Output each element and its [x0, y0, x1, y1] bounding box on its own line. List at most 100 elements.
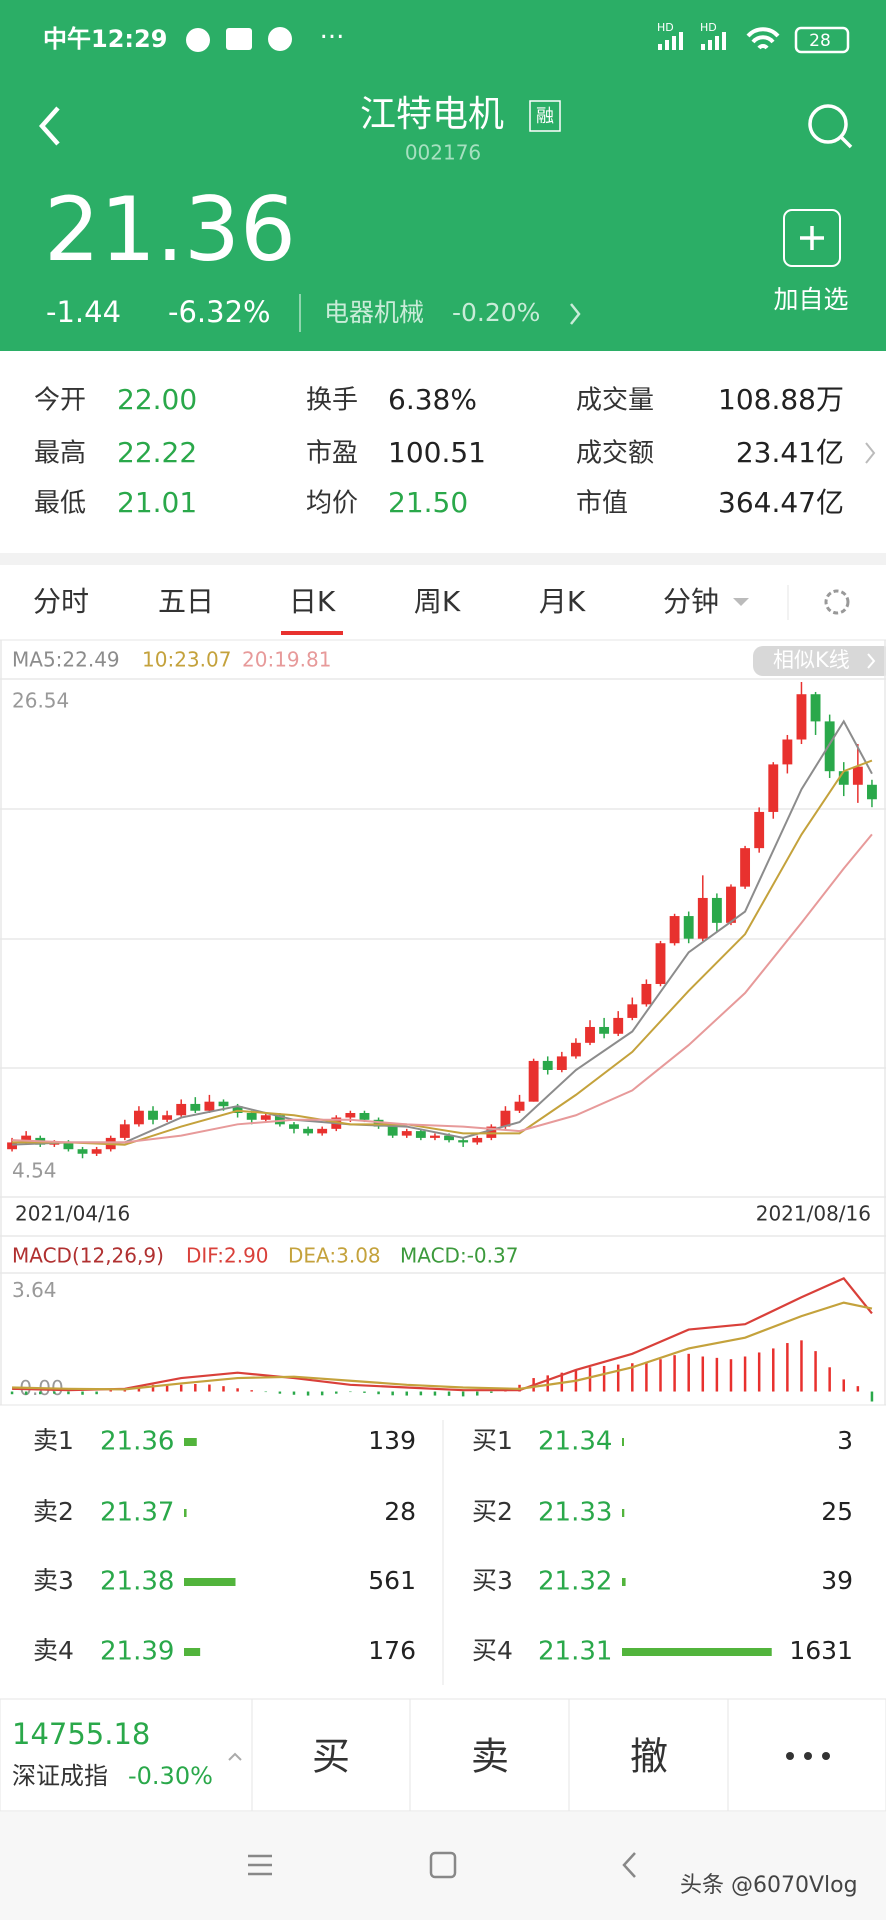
index-pct: -0.30% — [128, 1762, 213, 1790]
candle-body — [514, 1101, 525, 1111]
stat-value: 23.41亿 — [736, 436, 844, 469]
book-label: 买4 — [472, 1636, 513, 1665]
candle-body — [63, 1142, 74, 1150]
book-bar — [184, 1509, 187, 1517]
msg-icon — [226, 28, 252, 50]
settings-button[interactable] — [824, 589, 850, 615]
candle-body — [232, 1106, 243, 1113]
back-button[interactable] — [38, 106, 60, 146]
book-price: 21.31 — [538, 1637, 612, 1667]
stat-label: 成交量 — [576, 386, 654, 416]
candle-body — [782, 739, 793, 765]
book-label: 卖4 — [33, 1636, 74, 1665]
stat-label: 最低 — [34, 489, 86, 519]
tab[interactable]: 分时 — [33, 585, 89, 618]
candle-body — [162, 1115, 173, 1120]
stat-label: 市值 — [576, 489, 628, 519]
candle-body — [796, 694, 807, 740]
ma-legend: 10:23.07 — [142, 648, 231, 672]
candle-body — [289, 1124, 299, 1129]
candle-body — [641, 983, 652, 1005]
book-volume: 176 — [368, 1636, 416, 1665]
book-price: 21.34 — [538, 1427, 612, 1457]
tab[interactable]: 日K — [289, 585, 336, 618]
tab[interactable]: 五日 — [158, 585, 214, 618]
macd-legend: DEA:3.08 — [288, 1244, 381, 1268]
candle-body — [218, 1101, 229, 1107]
candle-body — [683, 916, 694, 939]
candle-body — [91, 1149, 102, 1154]
app-icon — [268, 27, 292, 51]
candle-body — [415, 1131, 426, 1138]
candle-body — [500, 1110, 511, 1127]
index-caret[interactable] — [228, 1752, 242, 1761]
price: 21.36 — [44, 178, 296, 281]
stat-value: 22.00 — [117, 383, 197, 416]
nav-back[interactable] — [622, 1852, 636, 1878]
macd-value: MACD:-0.37 — [400, 1244, 518, 1268]
book-price: 21.39 — [100, 1637, 174, 1667]
add-button[interactable] — [783, 209, 841, 267]
stats-arrow[interactable] — [865, 442, 876, 464]
more-button[interactable] — [786, 1752, 830, 1760]
search-button[interactable] — [808, 104, 848, 144]
stat-label: 今开 — [34, 386, 86, 416]
book-bar — [622, 1578, 626, 1586]
candle-body — [430, 1135, 440, 1138]
sector-arrow[interactable] — [570, 303, 581, 325]
candle-body — [528, 1060, 539, 1102]
candle-body — [387, 1126, 398, 1136]
trade-bar — [0, 1698, 886, 1812]
hd-label: HD — [700, 21, 717, 34]
ma-legend: 20:19.81 — [242, 648, 331, 672]
similar-button[interactable] — [753, 646, 886, 676]
candle-body — [754, 811, 765, 849]
book-bar — [622, 1648, 772, 1656]
book-label: 买2 — [472, 1497, 513, 1526]
candle-body — [599, 1026, 610, 1034]
sell-button[interactable]: 卖 — [471, 1735, 509, 1779]
candle-body — [359, 1112, 370, 1120]
book-label: 卖1 — [33, 1426, 74, 1455]
book-label: 卖2 — [33, 1497, 74, 1526]
tab[interactable]: 分钟 — [663, 585, 719, 618]
tab-underline — [281, 631, 343, 635]
book-price: 21.37 — [100, 1498, 174, 1528]
gap — [0, 553, 886, 565]
candle-body — [824, 721, 835, 772]
book-label: 买3 — [472, 1566, 513, 1595]
candle-body — [627, 1004, 638, 1018]
chart: 4.54 26.54 2021/04/16 2021/08/16 MA5:22.49 10… — [7, 648, 877, 1402]
tab[interactable]: 月K — [539, 585, 586, 618]
add-plus — [800, 226, 824, 250]
book-label: 卖3 — [33, 1566, 74, 1595]
book-label: 买1 — [472, 1426, 513, 1455]
index-value: 14755.18 — [12, 1717, 150, 1751]
candle-body — [21, 1135, 32, 1143]
candle-body — [570, 1042, 581, 1057]
add-label: 加自选 — [773, 285, 848, 314]
battery-level: 28 — [809, 31, 831, 51]
book-price: 21.32 — [538, 1567, 612, 1597]
stat-label: 均价 — [306, 489, 358, 519]
x-label: 2021/04/16 — [15, 1202, 130, 1226]
book-volume: 25 — [821, 1497, 853, 1526]
signal-icon — [701, 32, 726, 50]
candle-body — [669, 916, 680, 944]
macd-line — [12, 1277, 873, 1392]
buy-button[interactable]: 买 — [312, 1735, 350, 1779]
nav-home[interactable] — [429, 1851, 457, 1879]
macd-title: MACD(12,26,9) — [12, 1244, 164, 1268]
stat-label: 市盈 — [306, 439, 358, 469]
x-label: 2021/08/16 — [756, 1202, 871, 1226]
candle-body — [585, 1026, 595, 1043]
book-bar — [622, 1509, 625, 1517]
y-tick-label: 4.54 — [12, 1159, 57, 1183]
nav-menu[interactable] — [248, 1854, 272, 1876]
candle-body — [77, 1149, 88, 1154]
tab[interactable]: 周K — [414, 585, 461, 618]
cancel-button[interactable]: 撤 — [630, 1735, 668, 1779]
book-bar — [184, 1438, 197, 1446]
stat-label: 成交额 — [576, 439, 654, 469]
